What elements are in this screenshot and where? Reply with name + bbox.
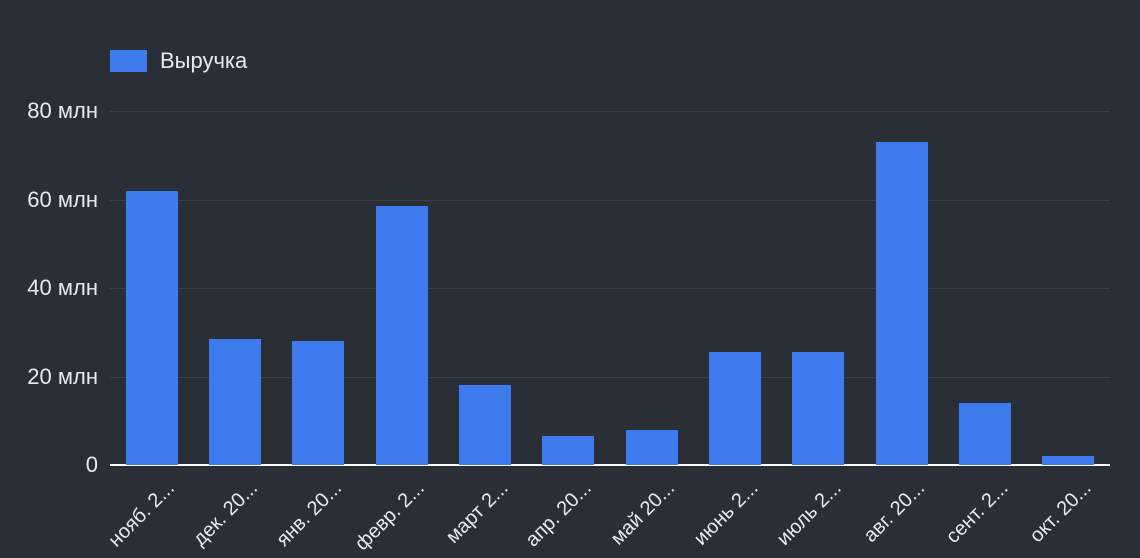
y-tick-label: 0	[85, 452, 98, 477]
bar-май 20...[interactable]	[625, 429, 678, 465]
x-tick-label: дек. 20...	[189, 477, 263, 551]
gridline	[110, 288, 1110, 289]
x-tick-label: апр. 20...	[521, 477, 596, 552]
bar-июль 2...[interactable]	[792, 352, 845, 465]
x-tick-label: окт. 20...	[1025, 477, 1096, 548]
x-tick-label: янв. 20...	[271, 477, 346, 551]
bar-сент. 2...[interactable]	[959, 403, 1011, 465]
x-tick-label: авг. 20...	[859, 477, 930, 547]
chart-legend: Выручка	[110, 48, 247, 74]
legend-series-label: Выручка	[160, 48, 248, 73]
bar-апр. 20...[interactable]	[542, 436, 595, 465]
y-tick-label: 20 млн	[27, 363, 98, 389]
x-axis-baseline	[110, 464, 1110, 466]
bar-авг. 20...[interactable]	[875, 141, 928, 465]
bar-дек. 20...[interactable]	[209, 338, 261, 465]
bar-янв. 20...[interactable]	[292, 341, 345, 465]
x-tick-label: июль 2...	[772, 477, 846, 550]
x-tick-label: сент. 2...	[941, 477, 1013, 548]
bar-февр. 2...[interactable]	[375, 206, 428, 465]
gridline	[110, 199, 1110, 201]
x-tick-label: май 20...	[606, 477, 680, 550]
x-tick-label: февр. 2...	[351, 477, 430, 555]
legend-swatch	[110, 50, 147, 72]
plot-area	[110, 111, 1110, 466]
y-tick-label: 60 млн	[27, 186, 98, 212]
bar-нояб. 2...[interactable]	[125, 190, 178, 465]
gridline	[110, 376, 1110, 378]
x-tick-label: нояб. 2...	[104, 477, 180, 552]
bar-март 2...[interactable]	[459, 385, 511, 465]
x-tick-label: март 2...	[441, 477, 513, 548]
y-tick-label: 40 млн	[27, 275, 98, 300]
y-tick-label: 80 млн	[27, 98, 98, 123]
x-tick-label: июнь 2...	[689, 477, 763, 550]
bar-июнь 2...[interactable]	[709, 352, 761, 465]
gridline	[110, 111, 1110, 112]
bar-окт. 20...[interactable]	[1042, 456, 1095, 465]
